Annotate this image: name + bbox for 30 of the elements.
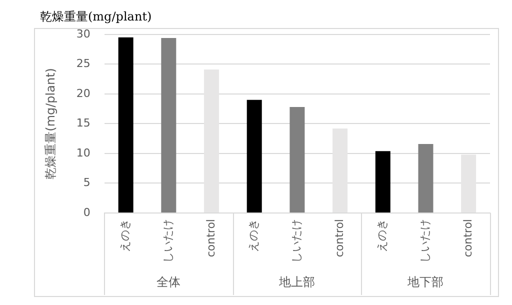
x-tick-label: しいたけ xyxy=(162,219,175,263)
y-tick-label: 25 xyxy=(76,57,90,70)
bar xyxy=(418,144,434,212)
x-tick-label: control xyxy=(204,219,218,258)
text: 地上部 xyxy=(278,275,316,290)
bar xyxy=(161,38,176,212)
x-tick-label: control xyxy=(461,219,474,258)
bar xyxy=(204,70,220,212)
y-tick-label: 10 xyxy=(76,146,90,160)
bar xyxy=(290,107,305,212)
y-tick-label: 30 xyxy=(76,27,90,40)
x-tick-label: えのき xyxy=(118,219,132,252)
x-tick-label: しいたけ xyxy=(418,219,432,263)
text: 地下部 xyxy=(406,275,444,290)
bar xyxy=(375,151,390,212)
y-tick-label: 5 xyxy=(83,176,90,190)
y-tick-label: 0 xyxy=(83,206,90,219)
x-tick-label: えのき xyxy=(247,219,260,252)
y-tick-label: 15 xyxy=(76,116,90,130)
y-tick-label: 20 xyxy=(76,86,90,100)
x-tick-label: しいたけ xyxy=(290,219,304,263)
bar xyxy=(118,37,134,212)
y-axis-title: 乾燥重量(mg/plant) xyxy=(43,68,58,180)
bar xyxy=(332,128,348,212)
x-tick-label: えのき xyxy=(376,219,389,252)
x-tick-label: control xyxy=(332,219,346,258)
text: 全体 xyxy=(156,275,181,290)
bar xyxy=(246,100,262,212)
bar xyxy=(461,154,476,212)
chart-title: 乾燥重量(mg/plant) xyxy=(40,9,152,24)
